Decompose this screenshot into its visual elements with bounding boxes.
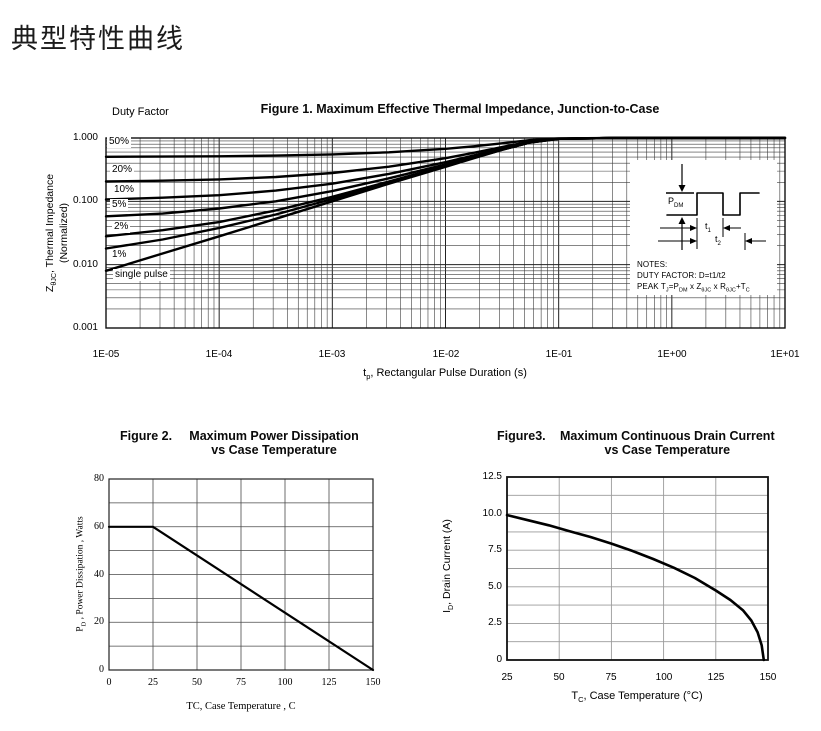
fig1-inset-notes-line2: DUTY FACTOR: D=t1/t2 xyxy=(637,271,726,280)
fig1-y-tick-label: 0.010 xyxy=(72,259,98,270)
fig1-y-axis-label-line1: ZθJC, Thermal Impedance xyxy=(44,173,59,293)
fig3-y-axis-label: ID, Drain Current (A) xyxy=(440,519,456,613)
fig2-y-tick-label: 0 xyxy=(99,664,104,675)
fig1-x-tick-label: 1E-03 xyxy=(318,349,346,360)
fig3-x-tick-label: 75 xyxy=(605,672,617,683)
fig1-x-tick-label: 1E-04 xyxy=(205,349,233,360)
fig3-y-tick-label: 2.5 xyxy=(488,617,502,628)
fig2-y-tick-label: 20 xyxy=(94,616,104,627)
fig2-title-line2: vs Case Temperature xyxy=(211,443,337,458)
fig2-x-axis-label: TC, Case Temperature , C xyxy=(186,701,296,712)
fig3-y-tick-label: 5.0 xyxy=(488,581,502,592)
fig2-x-tick-label: 125 xyxy=(321,677,337,688)
fig1-x-tick-label: 1E+00 xyxy=(657,349,687,360)
fig1-title: Figure 1. Maximum Effective Thermal Impe… xyxy=(260,102,660,116)
fig3-x-tick-label: 150 xyxy=(759,672,777,683)
fig3-x-tick-label: 125 xyxy=(707,672,725,683)
fig3-x-tick-label: 50 xyxy=(553,672,565,683)
fig1-inset-t2-label: t2 xyxy=(715,234,721,247)
fig1-curve-label: 2% xyxy=(112,221,131,233)
fig1-inset-notes-line3: PEAK TJ=PDM x ZθJC x RθJC+TC xyxy=(637,282,750,294)
fig2-x-tick-label: 100 xyxy=(277,677,293,688)
fig1-duty-factor-label: Duty Factor xyxy=(112,106,169,118)
fig3-title-line1: Maximum Continuous Drain Current xyxy=(560,429,775,443)
fig1-y-tick-label: 0.100 xyxy=(72,195,98,206)
fig1-x-tick-label: 1E-01 xyxy=(545,349,573,360)
fig1-curve-label: 1% xyxy=(110,249,129,261)
fig3-x-axis-label: TC, Case Temperature (°C) xyxy=(571,690,703,705)
fig2-y-tick-label: 60 xyxy=(94,521,104,532)
fig1-inset-notes-line1: NOTES: xyxy=(637,260,668,269)
page-title: 典型特性曲线 xyxy=(11,24,185,54)
fig1-y-tick-label: 0.001 xyxy=(72,322,98,333)
fig3-x-tick-label: 100 xyxy=(655,672,673,683)
fig1-curve-label: 5% xyxy=(110,199,129,211)
fig1-inset-t1-label: t1 xyxy=(705,221,711,234)
fig1-curve-label: 10% xyxy=(112,184,137,196)
fig1-inset-pdm-label: PDM xyxy=(668,196,684,209)
fig2-title-line1: Maximum Power Dissipation xyxy=(189,429,359,443)
fig1-y-tick-label: 1.000 xyxy=(72,132,98,143)
fig3-x-tick-label: 25 xyxy=(501,672,513,683)
fig2-x-tick-label: 0 xyxy=(106,677,112,688)
fig2-y-tick-label: 80 xyxy=(94,473,104,484)
fig3-y-tick-label: 12.5 xyxy=(482,471,502,482)
fig1-x-tick-label: 1E+01 xyxy=(770,349,800,360)
fig1-x-tick-label: 1E-05 xyxy=(92,349,120,360)
fig1-y-axis-label: ZθJC, Thermal Impedance (Normalized) xyxy=(43,174,71,292)
fig3-title-line2: vs Case Temperature xyxy=(604,443,731,458)
fig3-y-tick-label: 10.0 xyxy=(482,508,502,519)
fig2-figure-label: Figure 2. xyxy=(120,429,173,443)
fig1-curve-label: single pulse xyxy=(113,269,170,281)
fig2-x-tick-label: 25 xyxy=(148,677,158,688)
fig2-x-tick-label: 50 xyxy=(192,677,202,688)
fig3-figure-label: Figure3. xyxy=(497,429,546,443)
fig2-y-tick-label: 40 xyxy=(94,569,104,580)
fig2-x-tick-label: 150 xyxy=(365,677,381,688)
fig1-x-axis-label: tp, Rectangular Pulse Duration (s) xyxy=(363,367,527,382)
fig1-x-tick-label: 1E-02 xyxy=(432,349,460,360)
fig3-title: Figure3. Maximum Continuous Drain Curren… xyxy=(497,429,783,458)
fig3-y-tick-label: 7.5 xyxy=(488,544,502,555)
fig2-x-tick-label: 75 xyxy=(236,677,246,688)
fig1-curve-label: 20% xyxy=(110,164,135,176)
fig3-y-tick-label: 0 xyxy=(496,654,502,665)
fig1-y-axis-label-line2: (Normalized) xyxy=(58,202,70,264)
fig1-curve-label: 50% xyxy=(107,136,132,148)
fig2-title: Figure 2. Maximum Power Dissipation vs C… xyxy=(120,429,368,458)
